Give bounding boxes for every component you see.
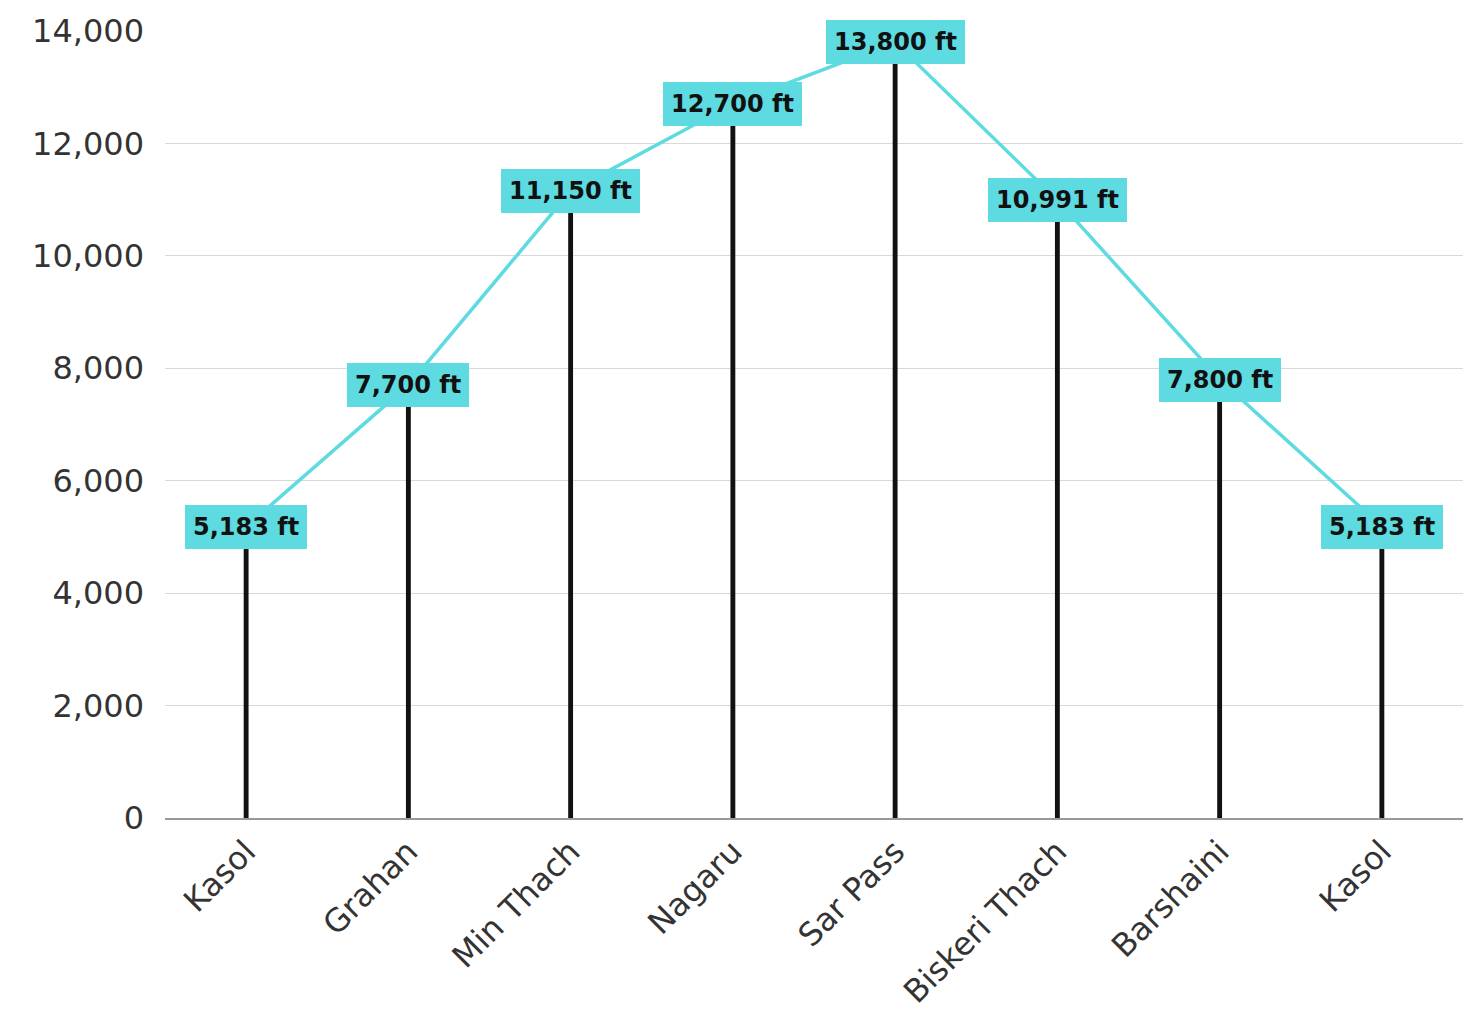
svg-text:5,183 ft: 5,183 ft (193, 513, 299, 541)
svg-text:Barshaini: Barshaini (1104, 833, 1236, 965)
svg-text:12,700 ft: 12,700 ft (671, 90, 794, 118)
svg-text:6,000: 6,000 (52, 462, 144, 500)
svg-text:Sar Pass: Sar Pass (790, 833, 912, 955)
svg-text:7,800 ft: 7,800 ft (1167, 366, 1273, 394)
svg-text:10,991 ft: 10,991 ft (996, 186, 1119, 214)
svg-text:Kasol: Kasol (176, 833, 263, 920)
svg-text:11,150 ft: 11,150 ft (509, 177, 632, 205)
svg-text:Grahan: Grahan (315, 833, 425, 943)
svg-text:14,000: 14,000 (32, 12, 144, 50)
svg-text:2,000: 2,000 (52, 687, 144, 725)
svg-text:Nagaru: Nagaru (640, 833, 750, 943)
svg-text:10,000: 10,000 (32, 237, 144, 275)
svg-text:Biskeri Thach: Biskeri Thach (896, 833, 1074, 1011)
svg-text:5,183 ft: 5,183 ft (1329, 513, 1435, 541)
svg-text:4,000: 4,000 (52, 574, 144, 612)
svg-text:12,000: 12,000 (32, 125, 144, 163)
svg-text:Kasol: Kasol (1312, 833, 1399, 920)
svg-text:13,800 ft: 13,800 ft (834, 28, 957, 56)
svg-text:Min Thach: Min Thach (445, 833, 588, 976)
svg-text:8,000: 8,000 (52, 349, 144, 387)
svg-text:7,700 ft: 7,700 ft (355, 371, 461, 399)
svg-text:0: 0 (124, 799, 144, 837)
